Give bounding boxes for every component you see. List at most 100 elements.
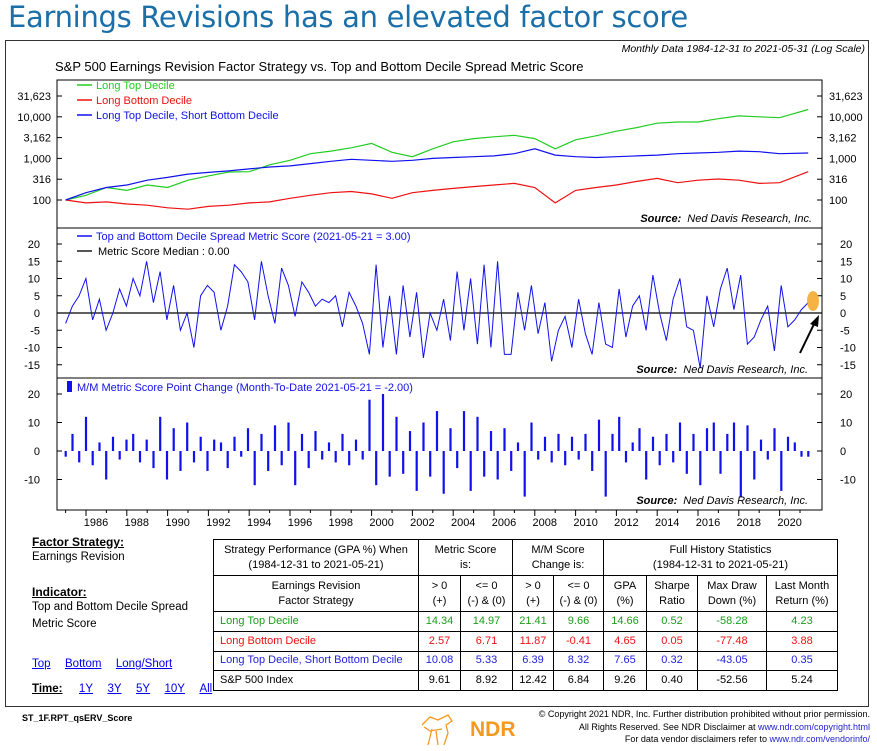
bull-logo-icon: [421, 714, 453, 746]
y-tick-label-right: 10: [840, 274, 852, 286]
legend-swatch-bars: [67, 381, 72, 392]
change-bar: [672, 451, 675, 463]
time-link-5y[interactable]: 5Y: [135, 683, 151, 695]
chart-title: S&P 500 Earnings Revision Factor Strateg…: [55, 59, 583, 74]
subheader-cell: <= 0 (-) & (0): [553, 575, 604, 612]
link-top[interactable]: Top: [32, 658, 51, 670]
factor-strategy-label: Factor Strategy:: [32, 535, 125, 549]
value-cell: 6.39: [512, 650, 554, 671]
legend-long-top: Long Top Decile: [96, 80, 175, 92]
table-row: S&P 500 Index 9.61 8.92 12.42 6.84 9.26 0.40 -5…: [213, 670, 838, 691]
y-tick-label-right: 316: [829, 174, 847, 186]
change-bar: [429, 451, 432, 477]
link-long-short[interactable]: Long/Short: [115, 658, 173, 670]
x-tick-label: 1992: [206, 517, 230, 529]
change-bar: [503, 428, 506, 451]
time-link-1y[interactable]: 1Y: [78, 683, 93, 695]
value-cell: 11.87: [512, 630, 554, 652]
change-bar: [159, 416, 162, 451]
change-bar: [368, 399, 371, 451]
y-tick-label-right: 31,623: [829, 91, 863, 103]
y-tick-label-left: -10: [24, 475, 40, 487]
factor-strategy-value: Earnings Revision: [32, 551, 125, 563]
headline: Earnings Revisions has an elevated facto…: [8, 0, 688, 34]
change-bar: [557, 433, 560, 451]
change-bar: [395, 416, 398, 451]
x-tick-label: 2020: [777, 517, 801, 529]
change-bar: [496, 451, 499, 480]
change-bar: [442, 451, 445, 494]
time-label: Time:: [32, 683, 63, 695]
header-mm-score: M/M Score Change is:: [512, 539, 604, 576]
y-tick-label-left: 100: [33, 195, 51, 207]
x-tick-label: 1998: [329, 517, 353, 529]
change-bar: [361, 451, 364, 460]
change-bar: [726, 433, 729, 451]
time-link-10y[interactable]: 10Y: [164, 683, 185, 695]
time-link-all[interactable]: All: [199, 683, 213, 695]
legend-long-short: Long Top Decile, Short Bottom Decile: [96, 110, 279, 122]
source-middle: Source: Ned Davis Research, Inc.: [636, 364, 808, 376]
x-tick-label: 1988: [125, 517, 149, 529]
value-cell: 4.65: [603, 630, 647, 652]
link-bottom[interactable]: Bottom: [65, 658, 102, 670]
value-cell: 0.52: [646, 611, 698, 632]
change-bar: [793, 442, 796, 451]
change-bar: [118, 451, 121, 460]
source-top: Source: Ned Davis Research, Inc.: [640, 213, 812, 225]
y-tick-label-right: -5: [840, 325, 850, 337]
copyright-link[interactable]: www.ndr.com/copyright.html: [757, 722, 870, 732]
change-bar: [692, 433, 695, 451]
change-bar: [489, 431, 493, 451]
y-tick-label-right: 10: [840, 418, 852, 430]
y-tick-label-right: -15: [840, 360, 856, 372]
y-tick-label-right: -10: [840, 343, 856, 355]
header-full-history: Full History Statistics (1984-12-31 to 20…: [603, 539, 838, 576]
change-bar: [226, 451, 229, 469]
change-bar: [138, 451, 142, 463]
change-bar: [132, 433, 135, 451]
value-cell: 9.66: [553, 611, 604, 632]
value-cell: 4.23: [766, 611, 838, 632]
change-bar: [294, 451, 297, 486]
change-bar: [287, 422, 290, 451]
change-bar: [759, 439, 763, 451]
y-tick-label-left: 1,000: [23, 153, 51, 165]
change-bar: [111, 436, 115, 451]
value-cell: 0.40: [646, 670, 698, 691]
performance-table: Strategy Performance (GPA %) When (1984-1…: [213, 539, 838, 691]
subheader-cell: Earnings Revision Factor Strategy: [213, 575, 419, 612]
change-bar: [800, 451, 803, 457]
copyright-line: © Copyright 2021 NDR, Inc. Further distr…: [538, 709, 870, 719]
change-bar: [685, 451, 688, 474]
data-note: Monthly Data 1984-12-31 to 2021-05-31 (L…: [622, 43, 865, 55]
value-cell: 3.88: [766, 630, 838, 652]
table-row: Long Bottom Decile 2.57 6.71 11.87 -0.41 4.65…: [213, 630, 838, 652]
value-cell: -0.41: [553, 630, 604, 652]
y-tick-label-left: 10: [28, 418, 40, 430]
y-tick-label-right: -10: [840, 475, 856, 487]
change-bar: [476, 416, 479, 451]
x-tick-label: 2014: [655, 517, 679, 529]
y-tick-label-right: 3,162: [829, 133, 857, 145]
change-bar: [354, 439, 358, 451]
time-link-3y[interactable]: 3Y: [107, 683, 122, 695]
y-tick-label-right: 1,000: [829, 153, 857, 165]
change-bar: [219, 442, 223, 451]
y-tick-label-right: 20: [840, 389, 852, 401]
change-bar: [773, 428, 776, 451]
x-tick-label: 2000: [369, 517, 393, 529]
value-cell: -43.05: [697, 650, 767, 671]
vendor-line: For data vendor disclaimers refer to www…: [624, 734, 870, 744]
table-row: Long Top Decile 14.34 14.97 21.41 9.66 14.66 0…: [213, 611, 838, 632]
vendor-link[interactable]: www.ndr.com/vendorinfo/: [769, 734, 870, 744]
value-cell: 2.57: [418, 630, 461, 652]
change-bar: [375, 451, 378, 486]
change-bar: [597, 419, 601, 451]
subheader-cell: Sharpe Ratio: [646, 575, 698, 612]
legend-long-bottom: Long Bottom Decile: [96, 95, 192, 107]
x-tick-label: 1994: [247, 517, 271, 529]
y-tick-label-left: 0: [34, 446, 40, 458]
value-cell: 14.66: [603, 611, 647, 632]
x-tick-label: 2018: [737, 517, 761, 529]
